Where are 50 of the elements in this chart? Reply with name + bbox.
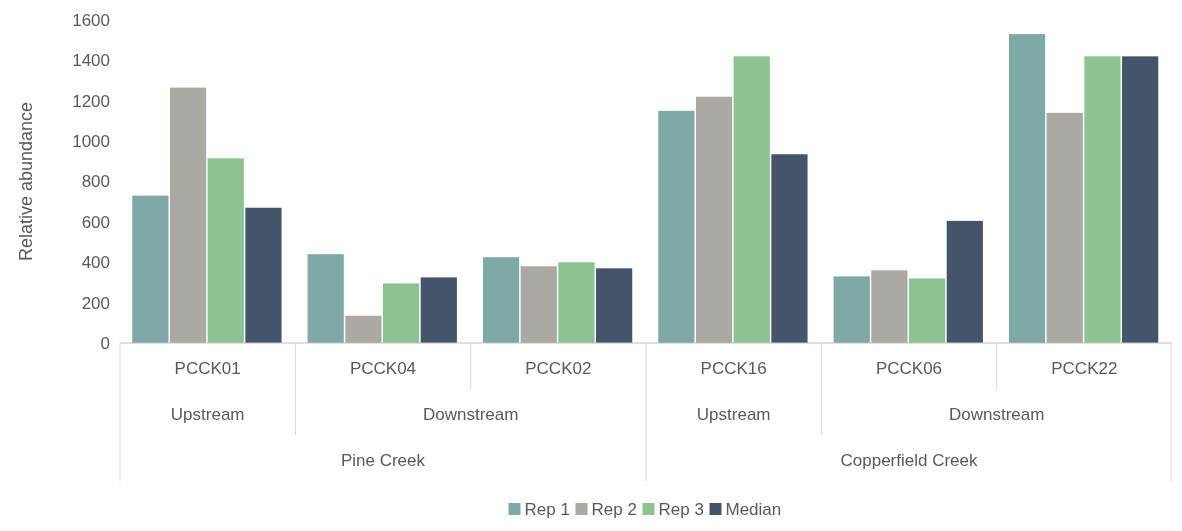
bar — [558, 262, 595, 343]
bar — [1084, 56, 1121, 343]
text: Pine Creek — [340, 450, 426, 470]
bar — [658, 110, 695, 343]
bar — [1046, 112, 1083, 343]
y-tick-label: 1000 — [72, 132, 110, 152]
x-tick-label: PCCK02 — [525, 358, 592, 378]
legend-label: Rep 2 — [591, 500, 637, 519]
bar — [420, 277, 457, 343]
bar — [771, 154, 808, 343]
y-tick-label: 200 — [81, 293, 110, 313]
y-tick-label: 0 — [100, 333, 110, 353]
bar — [169, 87, 207, 343]
text: Upstream — [170, 404, 245, 424]
y-tick-label: 800 — [81, 172, 110, 192]
bar — [833, 276, 870, 343]
bar — [946, 220, 983, 343]
bar — [307, 254, 344, 343]
y-tick-label: 600 — [81, 212, 110, 232]
x-tick-label: PCCK04 — [349, 358, 417, 378]
text: Downstream — [948, 404, 1045, 424]
bar — [132, 195, 169, 343]
bar — [520, 266, 557, 343]
bar — [596, 268, 633, 343]
x-tick-label: PCCK01 — [174, 358, 241, 378]
x-tick-label: PCCK06 — [875, 358, 943, 378]
bar — [1122, 56, 1159, 343]
text: Downstream — [422, 404, 519, 424]
y-tick-label: 1200 — [72, 91, 110, 111]
legend-label: Rep 3 — [658, 500, 704, 519]
text: Copperfield Creek — [840, 450, 978, 470]
bar — [345, 315, 382, 343]
bar — [1008, 34, 1046, 343]
bar — [695, 96, 733, 343]
y-axis-title: Relative abundance — [16, 101, 36, 262]
y-tick-label: 400 — [81, 253, 110, 273]
legend-label: Rep 1 — [524, 500, 570, 519]
bar — [871, 270, 908, 343]
y-tick-label: 1600 — [72, 10, 110, 30]
legend-label: Median — [725, 500, 782, 519]
bar — [207, 158, 244, 343]
bar — [909, 278, 946, 343]
bar — [383, 283, 420, 343]
x-tick-label: PCCK22 — [1051, 358, 1118, 378]
x-tick-label: PCCK16 — [700, 358, 767, 378]
bar — [733, 56, 770, 343]
bar — [245, 207, 282, 343]
y-tick-label: 1400 — [72, 51, 110, 71]
text: Upstream — [696, 404, 771, 424]
bar — [482, 257, 520, 343]
